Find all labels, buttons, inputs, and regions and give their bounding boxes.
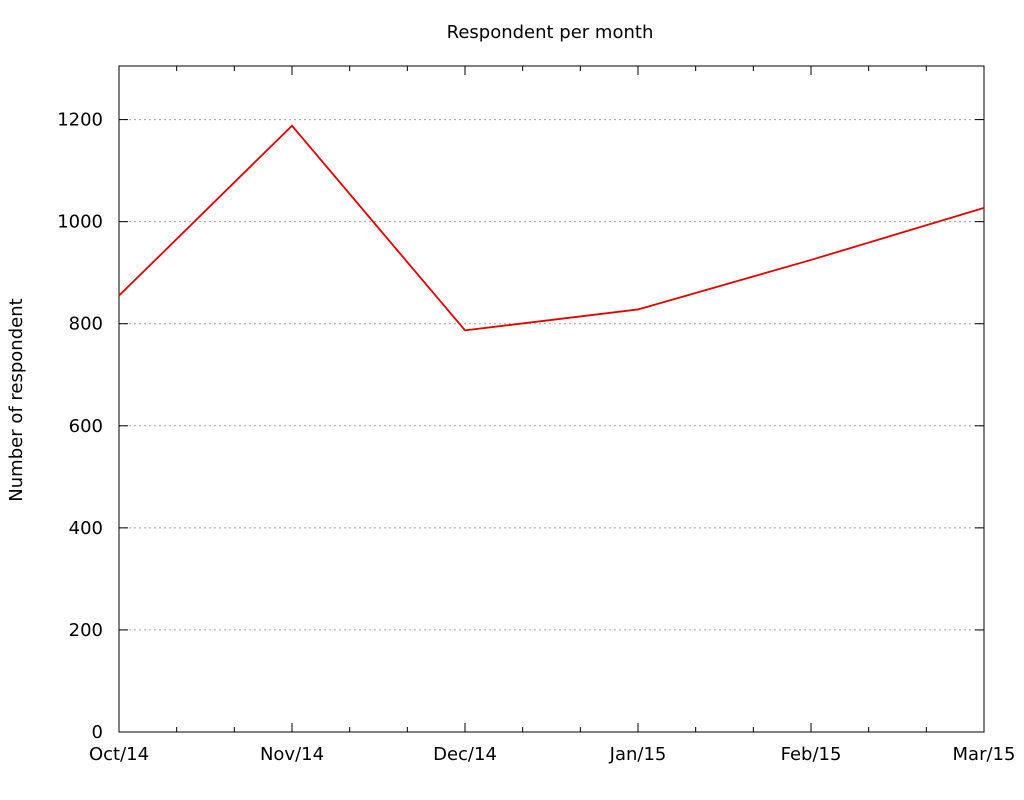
x-tick-label: Oct/14 — [89, 744, 149, 765]
x-tick-label: Mar/15 — [953, 744, 1016, 765]
x-tick-label: Nov/14 — [260, 744, 324, 765]
chart-title: Respondent per month — [447, 22, 654, 43]
y-tick-label: 800 — [69, 314, 103, 335]
x-tick-label: Feb/15 — [781, 744, 842, 765]
series-layer — [118, 124, 985, 332]
grid-lines — [119, 119, 984, 631]
y-axis-label: Number of respondent — [6, 298, 27, 501]
axis-ticks: 0 200 400 600 800 1000 1200 Oct/14 Nov/14 Dec/14 J… — [57, 66, 1015, 765]
y-tick-label: 400 — [69, 518, 103, 539]
y-tick-label: 200 — [69, 620, 103, 641]
series-line — [118, 124, 985, 332]
x-tick-label: Dec/14 — [433, 744, 497, 765]
y-tick-label: 1200 — [57, 110, 103, 131]
y-tick-label: 1000 — [57, 212, 103, 233]
x-tick-label: Jan/15 — [609, 744, 667, 765]
y-tick-label: 0 — [92, 722, 103, 743]
y-tick-label: 600 — [69, 416, 103, 437]
plot-frame — [118, 65, 985, 733]
